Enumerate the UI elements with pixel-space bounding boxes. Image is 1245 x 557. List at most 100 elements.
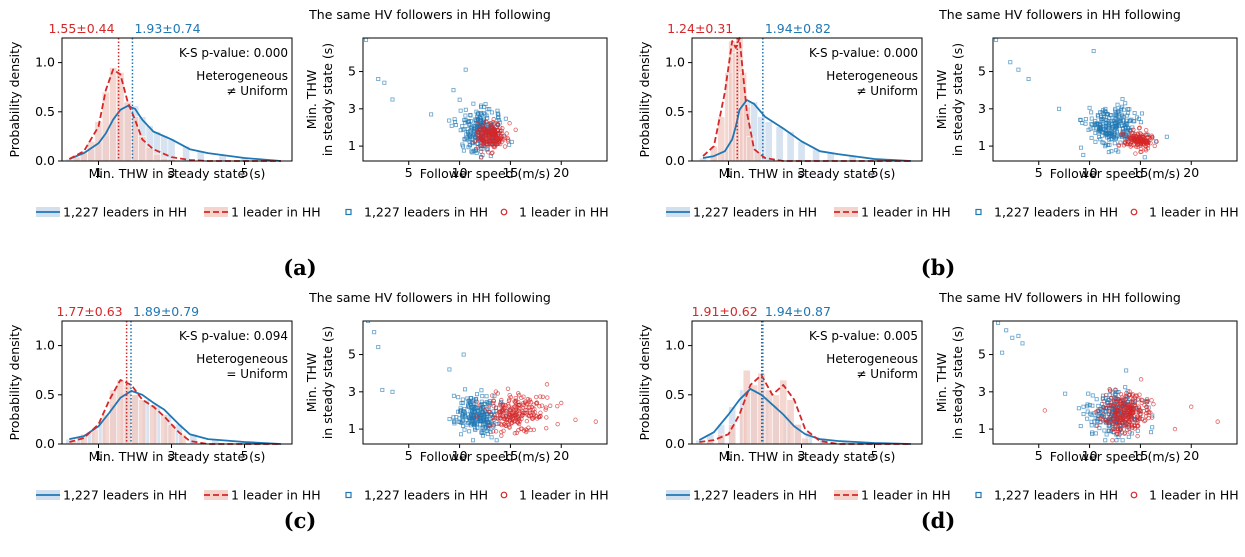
scatter-point-red [1100, 404, 1106, 410]
scatter-point-red [504, 409, 509, 414]
scatter-point-red [1115, 423, 1121, 428]
scatter-point-blue [1109, 149, 1114, 154]
scatter-point-blue [1123, 125, 1128, 130]
legend-label-blue-marker: 1,227 leaders in HH [994, 205, 1118, 220]
scatter-point-blue [469, 124, 474, 129]
legend-label-red-marker: 1 leader in HH [1149, 488, 1239, 503]
scatter-point-red [1136, 423, 1141, 428]
scatter-point-red [1103, 420, 1108, 425]
hist-frame [61, 37, 293, 162]
scatter-xtick-label: 10 [1082, 448, 1098, 463]
scatter-point-red [1146, 410, 1151, 415]
scatter-point-blue [471, 438, 476, 443]
scatter-point-blue [469, 149, 474, 154]
scatter-point-red [1131, 406, 1136, 412]
scatter-point-blue [485, 413, 490, 418]
scatter-points [994, 38, 1169, 160]
scatter-point-red [472, 139, 477, 144]
scatter-point-red [1121, 409, 1127, 414]
scatter-ylabel-line2: in steady state (s) [320, 43, 335, 156]
scatter-ytick-label: 3 [978, 101, 986, 116]
scatter-point-blue [482, 426, 487, 431]
scatter-point-blue [1081, 412, 1086, 417]
scatter-point-blue [376, 345, 381, 350]
scatter-point-red [1042, 408, 1048, 413]
ks-annotation: K-S p-value: 0.000 [179, 46, 288, 60]
scatter-point-red [1144, 400, 1149, 405]
hist-ylabel: Probability density [637, 324, 652, 440]
scatter-point-blue [1115, 102, 1120, 107]
scatter-point-red [1106, 419, 1111, 425]
hist-xlabel: Min. THW in steady state (s) [719, 449, 896, 464]
scatter-point-red [491, 398, 496, 403]
scatter-point-blue [458, 406, 463, 411]
scatter-point-red [514, 409, 519, 414]
scatter-point-red [1116, 143, 1121, 149]
scatter-point-red [520, 413, 525, 418]
scatter-ytick-label: 1 [348, 421, 356, 436]
legend-label-red-marker: 1 leader in HH [519, 488, 609, 503]
scatter-point-red [492, 413, 498, 418]
scatter-point-blue [1008, 60, 1013, 65]
scatter-point-red [500, 409, 505, 414]
hist-ytick-label: 0.5 [665, 104, 685, 119]
scatter-point-blue [1124, 368, 1129, 373]
scatter-ytick-label: 5 [978, 64, 986, 79]
scatter-point-blue [1130, 125, 1135, 130]
scatter-point-blue [1126, 111, 1131, 116]
scatter-point-blue [1150, 413, 1155, 418]
scatter-point-blue [376, 77, 381, 82]
scatter-point-blue [479, 388, 484, 393]
scatter-point-blue [1125, 118, 1130, 123]
panel-3: The same HV followers in HH following 1.7… [7, 290, 609, 533]
scatter-ylabel-line1: Min. THW [304, 70, 319, 130]
scatter-point-blue [1107, 142, 1112, 147]
scatter-point-blue [1112, 127, 1117, 132]
scatter-point-blue [467, 132, 472, 137]
scatter-point-blue [487, 399, 492, 404]
kde-line-blue [68, 105, 282, 162]
hist-ytick-label: 0.0 [35, 436, 55, 451]
scatter-point-red [1122, 419, 1127, 425]
scatter-point-red [1132, 402, 1138, 408]
scatter-point-blue [1004, 328, 1009, 333]
scatter-point-red [1118, 402, 1123, 407]
scatter-point-red [530, 416, 535, 421]
heterogeneous-label: Heterogeneous [826, 69, 918, 83]
scatter-point-red [481, 122, 486, 128]
scatter-point-blue [1085, 404, 1090, 409]
legend-label-blue-marker: 1,227 leaders in HH [364, 488, 488, 503]
scatter-point-red [486, 137, 491, 142]
scatter-point-red [1117, 423, 1122, 428]
scatter-point-red [501, 402, 506, 408]
scatter-point-red [1113, 387, 1118, 392]
scatter-point-red [1101, 399, 1107, 404]
scatter-point-blue [1103, 438, 1108, 443]
scatter-point-blue [1091, 126, 1096, 131]
hist-bar-blue [775, 126, 784, 162]
scatter-point-red [1124, 410, 1129, 415]
scatter-point-red [1151, 402, 1156, 407]
scatter-point-blue [453, 120, 458, 125]
scatter-point-blue [1126, 434, 1131, 439]
hist-xtick-label: 3 [798, 165, 806, 180]
scatter-point-blue [1113, 108, 1118, 113]
scatter-point-blue [1164, 134, 1169, 139]
scatter-point-red [1135, 144, 1140, 149]
scatter-point-blue [1150, 425, 1155, 430]
hist-bar-red [152, 153, 161, 162]
scatter-xtick-label: 15 [502, 448, 518, 463]
hist-ytick-label: 0.5 [35, 104, 55, 119]
scatter-point-red [526, 405, 532, 410]
scatter-point-red [538, 394, 543, 399]
scatter-frame [992, 320, 1238, 445]
scatter-point-red [1143, 413, 1149, 419]
scatter-point-red [1100, 418, 1105, 423]
scatter-point-red [524, 418, 530, 424]
scatter-xtick-label: 10 [452, 448, 468, 463]
scatter-point-red [1112, 413, 1118, 418]
scatter-point-red [506, 422, 511, 428]
scatter-point-red [540, 394, 546, 399]
scatter-point-red [1117, 427, 1123, 433]
scatter-point-blue [1102, 428, 1107, 433]
